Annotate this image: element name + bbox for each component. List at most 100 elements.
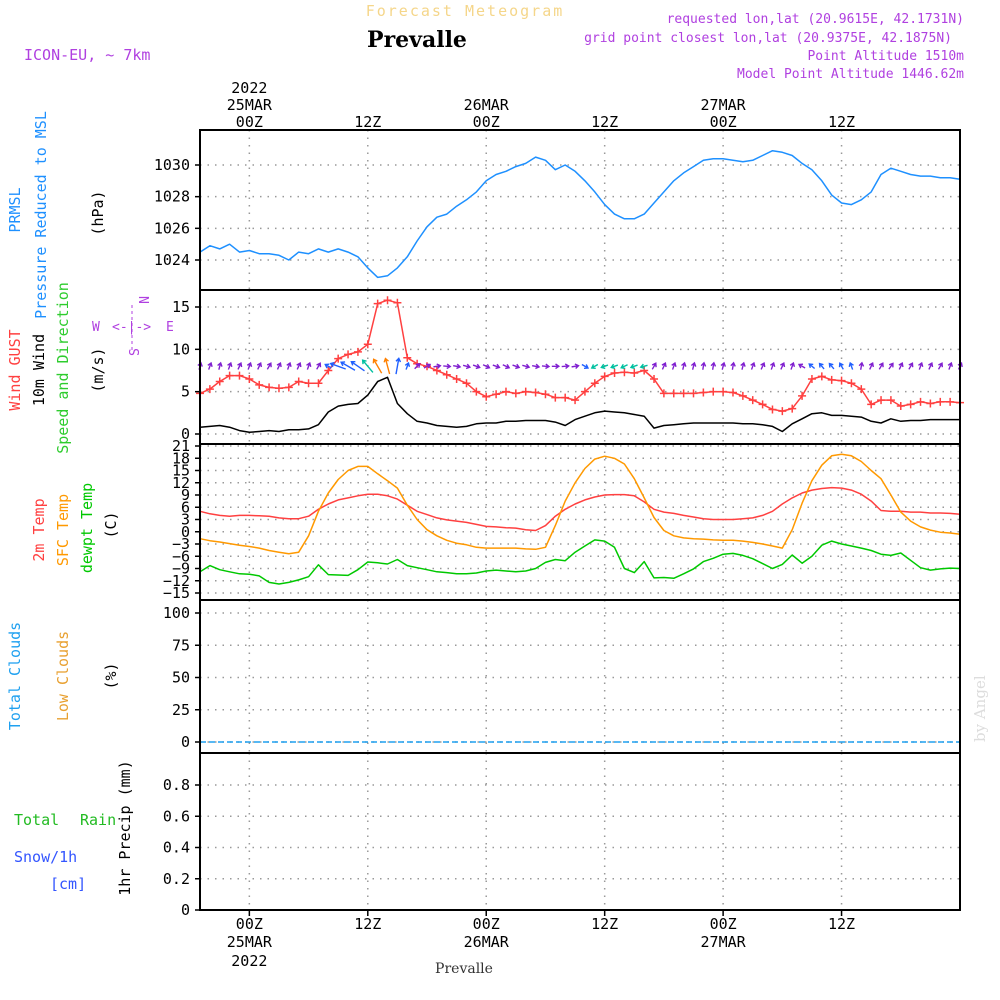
precip-unit: 1hr Precip (mm)	[116, 760, 134, 895]
y-tick-label: 1030	[154, 156, 190, 174]
wind-direction-arrow	[671, 361, 677, 370]
gust-point	[521, 387, 530, 396]
wind-direction-arrow	[306, 361, 312, 370]
gust-point	[363, 340, 372, 349]
wind-direction-arrow	[324, 363, 332, 369]
gust-point	[906, 400, 915, 409]
gust-point	[501, 387, 510, 396]
wind-direction-arrow	[256, 361, 263, 370]
wind-direction-arrow	[532, 363, 541, 370]
point-altitude: Point Altitude 1510m	[807, 49, 964, 64]
wind-direction-arrow	[620, 363, 628, 370]
gust-point	[265, 383, 274, 392]
gust-point	[294, 377, 303, 386]
wind-direction-arrow	[690, 361, 697, 370]
gust-point	[689, 389, 698, 398]
gust-point	[373, 299, 382, 308]
gust-point	[561, 393, 570, 402]
wind-gust-label: Wind GUST	[6, 329, 24, 410]
dewpoint-label: dewpt Temp	[78, 483, 96, 573]
wind-direction-arrow	[296, 361, 302, 370]
wind-direction-arrow	[414, 362, 421, 370]
gust-point	[324, 366, 333, 375]
pressure-unit: (hPa)	[89, 190, 107, 235]
wind-direction-arrow	[928, 361, 934, 370]
wind-direction-arrow	[551, 363, 561, 370]
gust-point	[580, 387, 589, 396]
footer-location: Prevalle	[435, 961, 493, 977]
wind-direction-arrow	[898, 361, 904, 370]
gust-point	[936, 397, 945, 406]
gust-point	[472, 387, 481, 396]
wind-direction-arrow	[443, 363, 452, 370]
wind-direction-arrow	[590, 363, 599, 370]
wind-direction-arrow	[561, 363, 570, 370]
wind-direction-arrow	[541, 363, 551, 370]
wind-direction-arrow	[818, 362, 825, 370]
y-tick-label: 1026	[154, 219, 190, 237]
y-tick-label: −9	[172, 560, 190, 578]
y-tick-label: 10	[172, 340, 190, 358]
y-tick-label: 0.4	[163, 839, 190, 857]
wind-direction-arrow	[730, 361, 736, 370]
gust-point	[669, 389, 678, 398]
gust-point	[788, 404, 797, 413]
gust-point	[600, 372, 609, 381]
y-tick-label: 25	[172, 701, 190, 719]
y-tick-label: −6	[172, 547, 190, 565]
wind-direction-arrow	[651, 362, 657, 370]
wind-direction-arrow	[581, 363, 590, 370]
gust-point	[255, 380, 264, 389]
gust-point	[383, 296, 392, 305]
wind-10m-label: 10m Wind	[30, 334, 48, 406]
wind-direction-arrow	[600, 363, 609, 370]
bottom-hour-label: 12Z	[591, 915, 618, 933]
compass: N W <-|-> E S	[92, 296, 174, 356]
gust-point	[709, 387, 718, 396]
bottom-hour-label: 00Z	[473, 915, 500, 933]
top-hour-label: 00Z	[473, 113, 500, 131]
wind-direction-arrow	[878, 362, 884, 370]
sfc-temp-label: SFC Temp	[54, 494, 72, 566]
top-date-label: 25MAR	[227, 96, 273, 114]
gust-point	[344, 350, 353, 359]
bottom-date-label: 26MAR	[464, 933, 510, 951]
gust-point	[215, 377, 224, 386]
gust-point	[462, 379, 471, 388]
y-tick-label: 0.6	[163, 807, 190, 825]
wind-direction-arrow	[681, 361, 687, 370]
y-tick-label: 0	[181, 733, 190, 751]
wind-direction-arrow	[740, 361, 746, 370]
top-hour-label: 12Z	[828, 113, 855, 131]
gust-point	[353, 347, 362, 356]
gust-point	[867, 400, 876, 409]
wind-direction-arrow	[918, 361, 924, 370]
clouds-unit: (%)	[102, 662, 120, 689]
top-year-label: 2022	[231, 79, 267, 97]
gust-point	[492, 390, 501, 399]
wind-direction-arrow	[340, 361, 356, 371]
gridpoint-coords: grid point closest lon,lat (20.9375E, 42…	[584, 31, 952, 46]
gust-point	[738, 391, 747, 400]
t2m-label: 2m Temp	[30, 498, 48, 561]
wind-direction-arrow	[433, 363, 442, 369]
gust-point	[877, 396, 886, 405]
wind-direction-arrow	[217, 361, 223, 370]
y-tick-label: 0.2	[163, 870, 190, 888]
y-tick-label: 0.8	[163, 776, 190, 794]
gust-point	[551, 393, 560, 402]
sfc-temp-line	[199, 453, 961, 555]
wind-direction-arrow	[453, 363, 462, 370]
top-hour-label: 12Z	[354, 113, 381, 131]
gust-point	[511, 389, 520, 398]
gust-point	[393, 298, 402, 307]
gust-point	[748, 396, 757, 405]
y-tick-label: 9	[181, 486, 190, 504]
y-tick-label: 1024	[154, 251, 190, 269]
wind-direction-arrow	[610, 363, 619, 370]
wind-direction-arrow	[760, 361, 766, 370]
wind-direction-arrow	[329, 361, 346, 370]
compass-e: E	[166, 320, 174, 335]
wind-direction-arrow	[780, 361, 786, 370]
bottom-hour-label: 12Z	[828, 915, 855, 933]
